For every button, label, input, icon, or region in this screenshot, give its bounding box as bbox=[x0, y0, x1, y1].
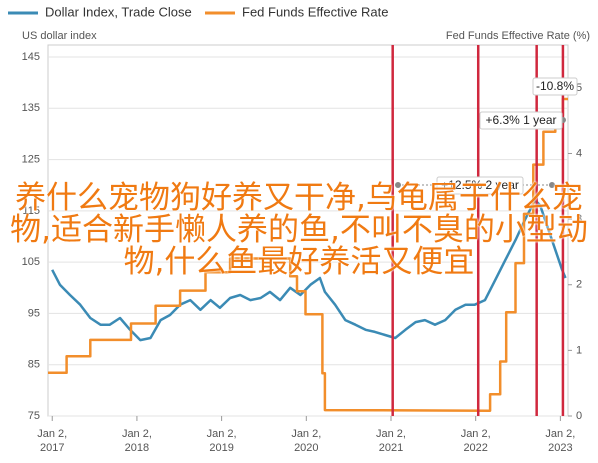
annotation-box bbox=[532, 77, 578, 96]
y2-tick-label: 0 bbox=[576, 410, 582, 422]
annotation-label: +12.5% 2 year bbox=[441, 178, 519, 192]
x-tick-label: Jan 2, 2020 bbox=[291, 428, 321, 454]
y-tick-label: 115 bbox=[22, 205, 40, 217]
legend-label: Fed Funds Effective Rate bbox=[242, 4, 388, 19]
series-line bbox=[48, 97, 568, 412]
y2-tick-label: 1 bbox=[576, 344, 582, 356]
y-axis-label: US dollar index bbox=[22, 30, 97, 42]
y-tick-label: 75 bbox=[28, 410, 40, 422]
y2-tick-label: 2 bbox=[576, 279, 582, 291]
x-tick-label: Jan 2, 2023 bbox=[545, 428, 575, 454]
legend-label: Dollar Index, Trade Close bbox=[45, 4, 192, 19]
x-tick-label: Jan 2, 2018 bbox=[122, 428, 152, 454]
x-tick-label: Jan 2, 2017 bbox=[37, 428, 67, 454]
annotation-point bbox=[549, 182, 555, 188]
y-tick-label: 95 bbox=[28, 307, 40, 319]
y-tick-label: 125 bbox=[22, 153, 40, 165]
x-tick-label: Jan 2, 2019 bbox=[207, 428, 237, 454]
y-tick-label: 105 bbox=[22, 256, 40, 268]
x-tick-label: Jan 2, 2021 bbox=[376, 428, 406, 454]
y2-tick-label: 4 bbox=[576, 147, 582, 159]
y-tick-label: 135 bbox=[22, 102, 40, 114]
y-tick-label: 145 bbox=[22, 51, 40, 63]
series-line bbox=[51, 198, 567, 342]
y2-axis-label: Fed Funds Effective Rate (%) bbox=[446, 30, 590, 42]
y2-tick-label: 3 bbox=[576, 213, 582, 225]
overlay-text: 养什么宠物狗好养又干净,乌龟属于什么宠物,适合新手懒人养的鱼,不叫不臭的小型动物… bbox=[10, 180, 588, 280]
y-tick-label: 85 bbox=[28, 359, 40, 371]
annotation-label: -10.8% bbox=[536, 79, 574, 93]
annotation-box bbox=[436, 176, 524, 195]
y2-tick-label: 5 bbox=[576, 82, 582, 94]
annotation-point bbox=[395, 182, 401, 188]
annotation-label: +6.3% 1 year bbox=[485, 113, 556, 127]
x-tick-label: Jan 2, 2022 bbox=[461, 428, 491, 454]
annotation-box bbox=[479, 111, 563, 130]
